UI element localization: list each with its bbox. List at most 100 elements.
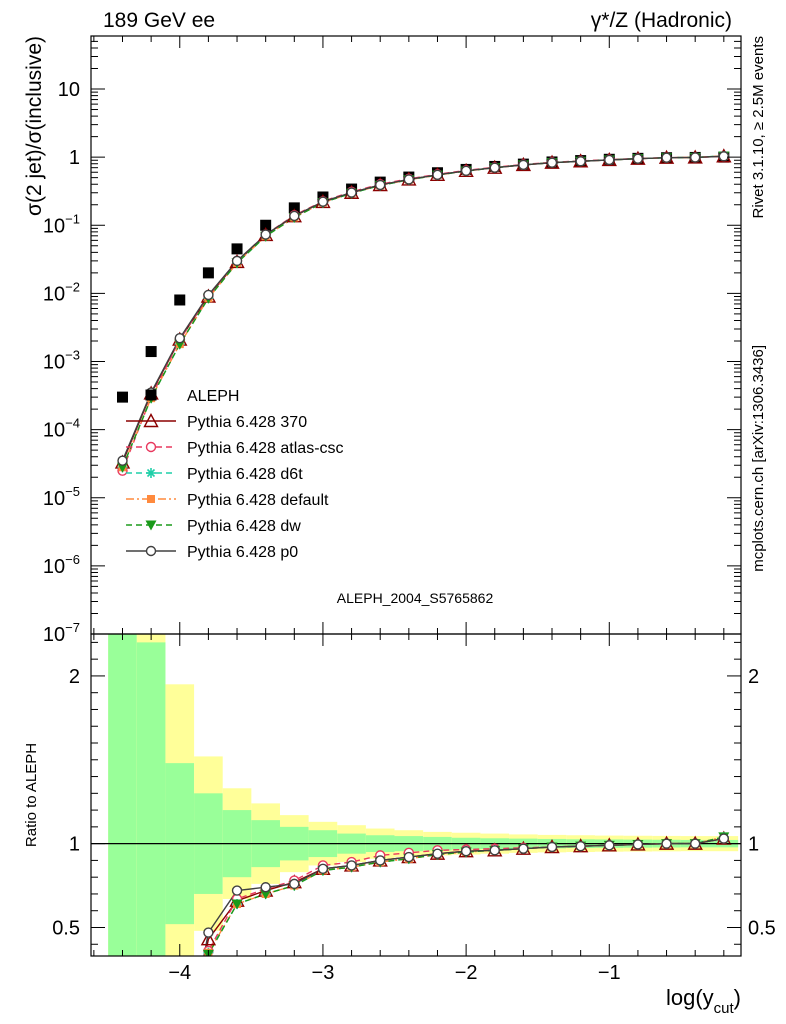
band-inner-bin bbox=[108, 634, 137, 956]
y-tick-exponent: −6 bbox=[65, 552, 80, 567]
series-point-ratio bbox=[546, 841, 558, 853]
legend-label: Pythia 6.428 default bbox=[187, 492, 329, 509]
legend-label: Pythia 6.428 atlas-csc bbox=[187, 440, 344, 457]
series-line-main bbox=[121, 155, 724, 461]
y-tick-base: 10 bbox=[43, 215, 65, 237]
legend-marker bbox=[146, 468, 156, 478]
band-inner-bin bbox=[136, 642, 166, 956]
series-point-ratio bbox=[200, 931, 217, 946]
series-point-ratio bbox=[460, 845, 472, 857]
series-point-main bbox=[375, 179, 386, 191]
series-point-main bbox=[346, 187, 357, 198]
series-point-main bbox=[231, 255, 243, 267]
aleph-data-point bbox=[145, 346, 157, 358]
aleph-data-point bbox=[231, 243, 243, 255]
series-point-main bbox=[546, 157, 558, 168]
ratio-y-tick-label: 2 bbox=[69, 666, 80, 688]
x-axis-title: log(ycut) bbox=[666, 985, 741, 1017]
series-point-main bbox=[518, 159, 529, 171]
legend-marker bbox=[145, 441, 157, 453]
series-point-main bbox=[403, 174, 415, 185]
series-point-ratio bbox=[489, 845, 500, 856]
ratio-bands bbox=[91, 634, 741, 956]
ratio-y-tick-label: 1 bbox=[69, 834, 80, 856]
y-tick-base: 10 bbox=[43, 556, 65, 578]
ratio-y-tick-label-right: 2 bbox=[748, 666, 759, 688]
series-point-main bbox=[489, 162, 500, 173]
series-point-ratio bbox=[203, 927, 214, 938]
series-point-main bbox=[116, 462, 128, 473]
y-tick-base: 10 bbox=[43, 283, 65, 305]
series-point-main bbox=[661, 152, 672, 163]
rivet-label: Rivet 3.1.10, ≥ 2.5M events bbox=[750, 36, 767, 219]
series-points bbox=[114, 148, 732, 956]
header-left-label: 189 GeV ee bbox=[103, 9, 215, 32]
series-point-ratio bbox=[518, 843, 529, 854]
series-point-ratio bbox=[632, 839, 644, 850]
series-point-ratio bbox=[260, 889, 272, 900]
y-tick-label: 1 bbox=[69, 147, 80, 169]
ratio-y-tick-label-right: 0.5 bbox=[748, 917, 776, 939]
series-point-main bbox=[289, 210, 300, 222]
y-tick-exponent: −2 bbox=[65, 279, 80, 294]
legend-marker bbox=[145, 545, 157, 557]
aleph-data-point bbox=[202, 267, 214, 279]
y-tick-exponent: −5 bbox=[65, 484, 80, 499]
legend-marker bbox=[145, 389, 157, 401]
ratio-y-tick-label: 0.5 bbox=[52, 917, 80, 939]
y-tick-label: 10−2 bbox=[43, 279, 80, 305]
aleph-data-point bbox=[116, 391, 128, 403]
header-right-label: γ*/Z (Hadronic) bbox=[591, 9, 732, 32]
star-stroke bbox=[146, 468, 156, 478]
series-point-ratio bbox=[432, 848, 443, 859]
y-tick-label: 10−7 bbox=[43, 620, 80, 646]
series-point-ratio bbox=[604, 840, 615, 851]
y-tick-exponent: −4 bbox=[65, 416, 80, 431]
series-point-ratio bbox=[346, 860, 357, 871]
legend-label: Pythia 6.428 dw bbox=[187, 518, 301, 535]
series-point-ratio bbox=[317, 863, 329, 874]
y-tick-label: 10−4 bbox=[43, 416, 80, 442]
y-axis-title: σ(2 jet)/σ(inclusive) bbox=[23, 36, 46, 216]
y-tick-base: 10 bbox=[58, 79, 80, 101]
legend-label: Pythia 6.428 d6t bbox=[187, 466, 303, 483]
series-point-main bbox=[632, 153, 644, 164]
aleph-data-point bbox=[174, 294, 186, 306]
legend-label: Pythia 6.428 370 bbox=[187, 414, 307, 431]
ratio-band-group bbox=[108, 634, 739, 956]
y-tick-base: 10 bbox=[43, 420, 65, 442]
ratio-frame bbox=[90, 633, 742, 957]
y-tick-exponent: −1 bbox=[65, 211, 80, 226]
series-point-main bbox=[203, 289, 214, 301]
series-point-main bbox=[689, 152, 701, 163]
series-point-main bbox=[260, 229, 271, 240]
series-point-main bbox=[317, 196, 329, 207]
series-point-ratio bbox=[231, 885, 243, 896]
y-tick-label: 10−6 bbox=[43, 552, 80, 578]
series-point-ratio bbox=[718, 833, 730, 844]
aleph-data-point bbox=[260, 219, 272, 231]
x-axis-title-subscript: cut bbox=[714, 1000, 735, 1017]
y-tick-base: 10 bbox=[43, 624, 65, 646]
mcplots-label: mcplots.cern.ch [arXiv:1306.3436] bbox=[750, 345, 767, 572]
y-tick-exponent: −3 bbox=[65, 348, 80, 363]
series-point-main bbox=[718, 151, 730, 162]
series-point-main bbox=[117, 455, 128, 466]
legend: ALEPH Pythia 6.428 370 Pythia 6.428 atlas-… bbox=[126, 388, 344, 561]
aleph-data-point bbox=[288, 202, 300, 214]
ratio-y-tick-label-right: 1 bbox=[748, 834, 759, 856]
y-tick-label: 10−5 bbox=[43, 484, 80, 510]
legend-marker bbox=[143, 413, 159, 428]
x-tick-label: −2 bbox=[455, 962, 478, 984]
legend-marker bbox=[147, 495, 155, 503]
series-point-ratio bbox=[575, 840, 586, 852]
series-point-ratio bbox=[260, 882, 271, 893]
y-tick-base: 10 bbox=[43, 352, 65, 374]
series-point-main bbox=[174, 332, 185, 344]
y-tick-label: 10 bbox=[58, 79, 80, 101]
x-tick-label: −4 bbox=[168, 962, 191, 984]
series-point-ratio bbox=[403, 851, 415, 863]
y-tick-exponent: −7 bbox=[65, 620, 80, 635]
series-point-main bbox=[432, 169, 443, 181]
ratio-axis-title: Ratio to ALEPH bbox=[23, 743, 40, 847]
